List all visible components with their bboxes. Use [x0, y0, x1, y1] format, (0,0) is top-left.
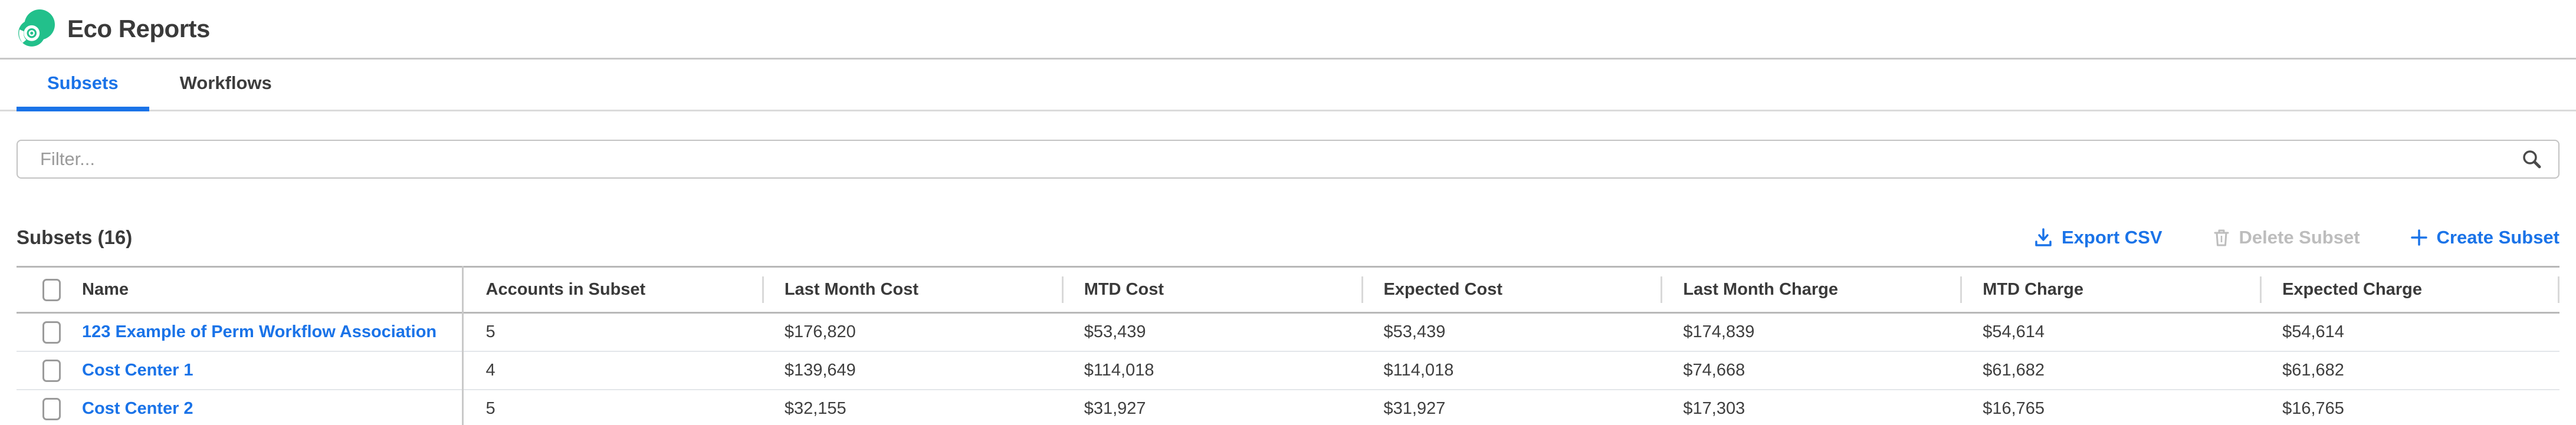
download-icon [2035, 228, 2052, 246]
page-title: Eco Reports [67, 15, 210, 42]
last-month-charge-cell: $174,839 [1683, 322, 1755, 341]
toolbar-actions: Export CSV Delete Subset Create Subset [2033, 227, 2559, 248]
mtd-cost-cell: $31,927 [1084, 399, 1146, 418]
mtd-charge-cell: $16,765 [1983, 399, 2045, 418]
column-header-last-month-charge[interactable]: Last Month Charge [1661, 267, 1960, 313]
row-checkbox[interactable] [42, 397, 61, 420]
last-month-charge-cell: $74,668 [1683, 361, 1745, 380]
column-header-last-month-cost[interactable]: Last Month Cost [762, 267, 1062, 313]
last-month-cost-cell: $176,820 [784, 322, 856, 341]
last-month-cost-cell: $139,649 [784, 361, 856, 380]
tab-workflows[interactable]: Workflows [149, 60, 303, 111]
column-header-expected-charge[interactable]: Expected Charge [2260, 267, 2559, 313]
create-subset-label: Create Subset [2436, 227, 2559, 248]
row-checkbox[interactable] [42, 321, 61, 344]
search-icon [2523, 150, 2541, 169]
row-checkbox[interactable] [42, 359, 61, 382]
subset-name-cell: 123 Example of Perm Workflow Association [73, 312, 464, 351]
column-header-expected-cost[interactable]: Expected Cost [1361, 267, 1661, 313]
eco-logo-icon [18, 9, 55, 47]
expected-cost-cell: $114,018 [1383, 361, 1454, 380]
table-row: Cost Center 1 4 $139,649 $114,018 $114,0… [17, 351, 2559, 390]
tab-bar: Subsets Workflows [0, 60, 2576, 111]
export-csv-label: Export CSV [2061, 227, 2162, 248]
column-header-name[interactable]: Name [73, 266, 464, 313]
accounts-cell: 5 [485, 322, 495, 341]
plus-icon [2410, 229, 2427, 246]
filter-input[interactable] [17, 140, 2559, 179]
column-header-accounts[interactable]: Accounts in Subset [485, 280, 646, 299]
select-all-checkbox[interactable] [42, 278, 61, 301]
last-month-charge-cell: $17,303 [1683, 399, 1745, 418]
mtd-charge-cell: $54,614 [1983, 322, 2045, 341]
row-select-cell [17, 313, 73, 352]
mtd-cost-cell: $53,439 [1084, 322, 1146, 341]
export-csv-button[interactable]: Export CSV [2033, 227, 2162, 248]
row-select-cell [17, 351, 73, 390]
subset-name-link[interactable]: 123 Example of Perm Workflow Association [82, 322, 437, 341]
tab-workflows-label: Workflows [179, 73, 272, 93]
mtd-cost-cell: $114,018 [1084, 361, 1154, 380]
app-header: Eco Reports [0, 0, 2576, 60]
expected-cost-cell: $31,927 [1383, 399, 1446, 418]
expected-charge-cell: $61,682 [2282, 361, 2344, 380]
create-subset-button[interactable]: Create Subset [2410, 227, 2559, 248]
tab-subsets[interactable]: Subsets [17, 60, 149, 111]
column-header-mtd-charge[interactable]: MTD Charge [1960, 267, 2260, 313]
section-heading: Subsets (16) [17, 226, 133, 248]
accounts-cell: 4 [485, 361, 495, 380]
delete-subset-button[interactable]: Delete Subset [2212, 227, 2360, 248]
subset-name-cell: Cost Center 2 [73, 390, 464, 425]
filter-bar [17, 140, 2559, 179]
table-row: 123 Example of Perm Workflow Association… [17, 312, 2559, 352]
expected-charge-cell: $16,765 [2282, 399, 2344, 418]
table-row: Cost Center 2 5 $32,155 $31,927 $31,927 … [17, 390, 2559, 425]
row-select-cell [17, 390, 73, 425]
subsets-toolbar: Subsets (16) Export CSV Delete Subset [17, 226, 2559, 249]
tab-subsets-label: Subsets [47, 73, 119, 93]
table-header-row: Name Accounts in Subset Last Month Cost … [17, 266, 2559, 313]
column-header-mtd-cost[interactable]: MTD Cost [1061, 267, 1361, 313]
accounts-cell: 5 [485, 399, 495, 418]
expected-cost-cell: $53,439 [1383, 322, 1446, 341]
delete-subset-label: Delete Subset [2239, 227, 2360, 248]
subset-name-link[interactable]: Cost Center 2 [82, 399, 193, 418]
subset-name-cell: Cost Center 1 [73, 351, 464, 390]
last-month-cost-cell: $32,155 [784, 399, 846, 418]
subset-name-link[interactable]: Cost Center 1 [82, 361, 193, 380]
subsets-table: Name Accounts in Subset Last Month Cost … [17, 266, 2559, 425]
select-all-cell [17, 267, 73, 313]
expected-charge-cell: $54,614 [2282, 322, 2344, 341]
trash-icon [2214, 229, 2229, 246]
mtd-charge-cell: $61,682 [1983, 361, 2045, 380]
